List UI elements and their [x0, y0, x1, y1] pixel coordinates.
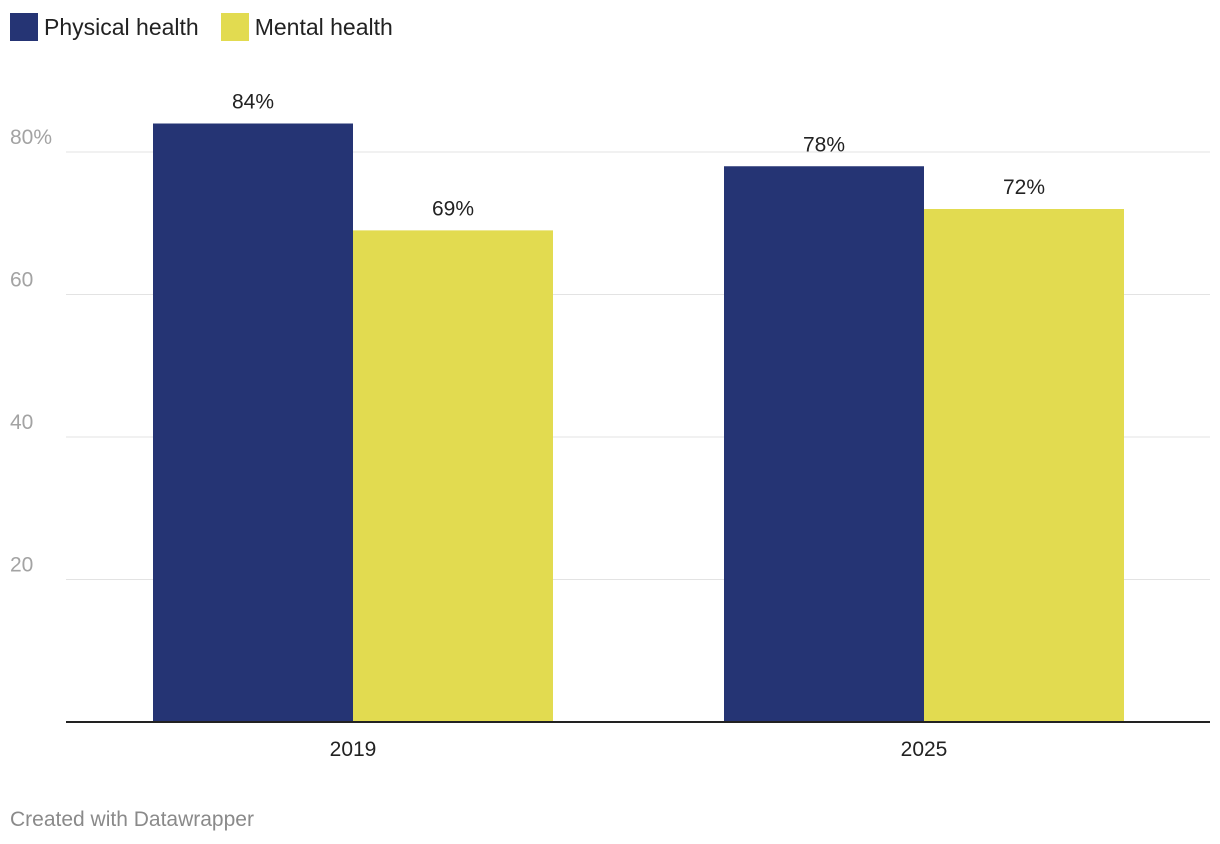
- footer-credit: Created with Datawrapper: [10, 808, 254, 831]
- bar-physical-health-2025: [724, 166, 924, 722]
- x-category-label-2019: 2019: [330, 738, 377, 761]
- value-label-physical-health-2025: 78%: [803, 133, 845, 156]
- legend: Physical health Mental health: [10, 13, 393, 41]
- value-label-mental-health-2025: 72%: [1003, 176, 1045, 199]
- value-label-mental-health-2019: 69%: [432, 197, 474, 220]
- y-tick-label-40: 40: [10, 411, 33, 434]
- y-tick-label-60: 60: [10, 269, 33, 292]
- legend-swatch-physical-health: [10, 13, 38, 41]
- bar-mental-health-2019: [353, 230, 553, 722]
- axes: 2019 2025: [66, 721, 1210, 761]
- x-category-label-2025: 2025: [901, 738, 948, 761]
- value-label-physical-health-2019: 84%: [232, 91, 274, 114]
- y-tick-label-80: 80%: [10, 126, 52, 149]
- legend-swatch-mental-health: [220, 13, 249, 41]
- bars: [153, 123, 1124, 722]
- legend-label-physical-health: Physical health: [44, 13, 199, 40]
- bar-physical-health-2019: [153, 123, 353, 722]
- legend-item-physical-health: Physical health: [10, 13, 199, 41]
- y-tick-label-20: 20: [10, 554, 33, 577]
- legend-label-mental-health: Mental health: [254, 13, 393, 40]
- bar-mental-health-2025: [924, 209, 1124, 722]
- legend-item-mental-health: Mental health: [220, 13, 393, 41]
- value-labels: 84% 69% 78% 72%: [232, 91, 1045, 221]
